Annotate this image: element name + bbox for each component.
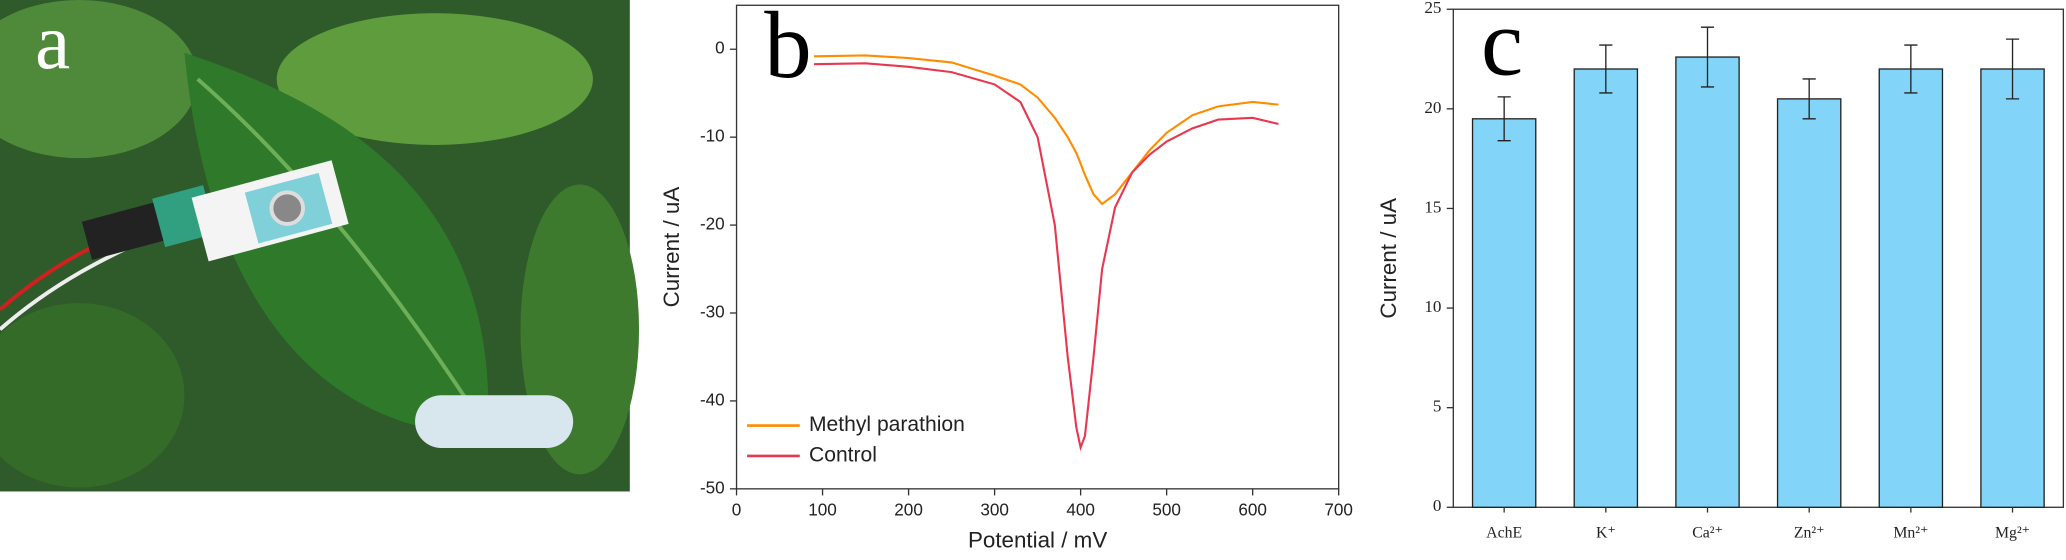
error-bar <box>1599 44 1613 94</box>
series-line <box>813 54 1279 206</box>
x-tick-label: 100 <box>808 501 837 520</box>
bar <box>1980 68 2045 508</box>
x-tick-label: 200 <box>894 501 923 520</box>
panel-label: c <box>1481 0 1523 95</box>
leaf <box>184 52 489 435</box>
x-tick-label: Zn²⁺ <box>1794 524 1825 541</box>
x-tick-label: Mn²⁺ <box>1893 524 1928 541</box>
legend-label: Control <box>809 443 877 466</box>
error-bar <box>2005 38 2020 100</box>
bar <box>1471 118 1537 508</box>
y-tick-label: -10 <box>700 127 725 146</box>
y-tick-label: 20 <box>1424 98 1441 117</box>
x-tick-label: AchE <box>1486 524 1522 541</box>
error-bar <box>1904 44 1918 94</box>
x-tick-label: 0 <box>732 501 742 520</box>
x-tick-label: K⁺ <box>1596 524 1616 541</box>
y-tick-label: -30 <box>700 303 725 322</box>
y-tick-label: 0 <box>715 39 725 58</box>
y-axis-title: Current / uA <box>659 187 684 308</box>
y-tick-label: 5 <box>1433 397 1442 416</box>
y-tick-label: 0 <box>1433 496 1442 515</box>
leaf <box>0 303 185 488</box>
x-axis-title: Potential / mV <box>968 527 1107 552</box>
bar <box>1573 68 1639 508</box>
x-tick-label: Ca²⁺ <box>1692 524 1723 541</box>
plot-frame <box>735 4 1340 490</box>
x-tick-label: 700 <box>1324 501 1353 520</box>
bar <box>1776 98 1842 508</box>
x-tick-label: 400 <box>1066 501 1095 520</box>
panel-label: a <box>35 0 70 86</box>
plot-frame <box>1452 8 2065 508</box>
legend-label: Methyl parathion <box>809 413 965 436</box>
y-tick-label: -50 <box>700 478 725 497</box>
y-tick-label: 25 <box>1424 0 1441 17</box>
leaf <box>0 0 198 159</box>
bar <box>1878 68 1944 508</box>
error-bar <box>1802 78 1816 120</box>
connector <box>81 199 175 260</box>
electrode <box>269 190 306 226</box>
y-axis-title: Current / uA <box>1376 198 1401 319</box>
y-tick-label: 10 <box>1424 297 1441 316</box>
error-bar <box>1497 96 1511 142</box>
error-bar <box>1700 26 1715 88</box>
series-line <box>813 62 1279 452</box>
y-tick-label: -20 <box>700 215 725 234</box>
x-tick-label: Mg²⁺ <box>1995 524 2030 541</box>
x-tick-label: 300 <box>980 501 1009 520</box>
photo: a <box>0 0 640 492</box>
bar <box>1675 56 1740 508</box>
leaf <box>276 13 593 145</box>
panel-label: b <box>764 0 811 98</box>
leaf-vein <box>196 77 483 423</box>
x-tick-label: 600 <box>1238 501 1267 520</box>
y-tick-label: -40 <box>700 390 725 409</box>
x-tick-label: 500 <box>1152 501 1181 520</box>
y-tick-label: 15 <box>1424 197 1441 216</box>
pot <box>415 395 574 448</box>
